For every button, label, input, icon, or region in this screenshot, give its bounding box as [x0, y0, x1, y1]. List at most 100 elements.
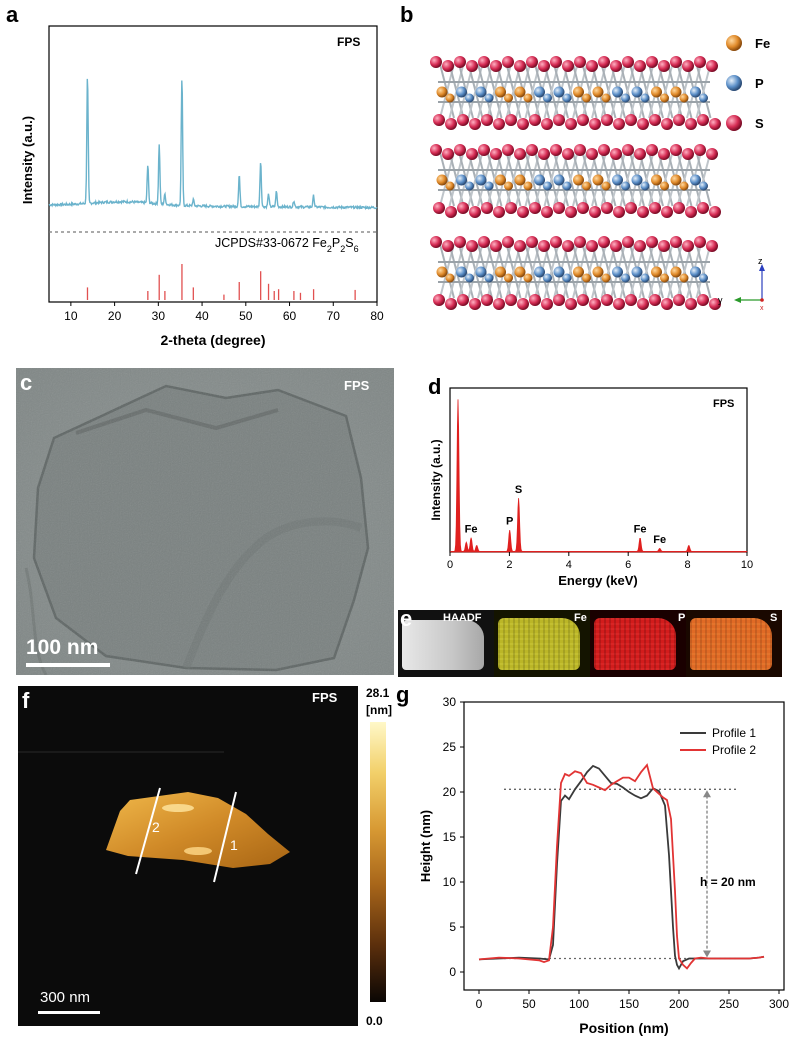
eds-x-tick-label: 6	[625, 559, 631, 571]
p-map-tile	[590, 610, 686, 677]
height-x-tick-label: 50	[522, 997, 536, 1011]
s-atom	[529, 114, 541, 126]
s-atom	[601, 114, 613, 126]
s-atom	[622, 144, 634, 156]
fe-map-tile	[494, 610, 590, 677]
xrd-reference-label: JCPDS#33-0672 Fe2P2S6	[215, 236, 359, 254]
height-frame	[463, 701, 785, 991]
eds-x-tick-label: 0	[447, 559, 453, 571]
legend-p-label: P	[755, 76, 764, 91]
height-x-tick-label: 0	[476, 997, 483, 1011]
s-atom	[442, 148, 454, 160]
height-y-axis-label: Height (nm)	[418, 810, 433, 882]
p-atom	[612, 86, 623, 98]
panel-letter-c: c	[20, 370, 33, 395]
height-y-tick-label: 10	[443, 875, 457, 889]
p-atom	[631, 174, 643, 186]
s-atom	[610, 60, 622, 72]
s-atom	[526, 236, 538, 248]
s-atom	[694, 236, 706, 248]
eds-frame	[449, 387, 748, 553]
element-legend: Fe P S	[726, 35, 770, 131]
eds-x-tick-label: 4	[566, 559, 572, 571]
s-atom	[586, 148, 598, 160]
afm-colorbar	[370, 722, 386, 1002]
s-atom	[682, 240, 694, 252]
eds-peak-label: Fe	[634, 523, 647, 535]
p-atom	[631, 266, 643, 278]
s-atom	[550, 144, 562, 156]
s-atom	[625, 202, 637, 214]
s-atom	[541, 118, 553, 130]
s-atom	[469, 118, 481, 130]
haadf-tile-label: HAADF	[443, 612, 482, 624]
afm-profile-line-2	[135, 787, 161, 875]
height-y-tick-label: 5	[449, 920, 456, 934]
fe-atom	[504, 93, 513, 103]
s-atom	[457, 294, 469, 306]
s-atom	[502, 236, 514, 248]
fe-atom	[660, 93, 669, 103]
s-atom	[466, 240, 478, 252]
fe-atom	[601, 93, 611, 103]
haadf-tile	[398, 610, 494, 677]
s-atom	[454, 56, 466, 68]
s-atom	[454, 236, 466, 248]
colorbar-max-label: 28.1	[366, 686, 390, 700]
p-atom	[631, 86, 643, 98]
s-atom	[565, 206, 577, 218]
fe-atom	[660, 181, 669, 191]
xrd-reference-lines	[86, 264, 356, 300]
height-x-tick-label: 100	[569, 997, 589, 1011]
xrd-x-axis-label: 2-theta (degree)	[160, 332, 265, 348]
s-atom	[622, 236, 634, 248]
s-atom	[574, 236, 586, 248]
p-atom	[640, 181, 650, 191]
p-atom	[456, 174, 467, 186]
fe-atom	[495, 86, 506, 98]
p-atom	[456, 266, 467, 278]
p-atom	[534, 174, 545, 186]
xrd-x-tick-label: 50	[239, 309, 253, 323]
s-atom	[454, 144, 466, 156]
p-atom	[475, 86, 487, 98]
s-atom	[673, 114, 685, 126]
eds-peak-label: S	[515, 484, 522, 496]
s-atom	[670, 236, 682, 248]
s-atom	[694, 144, 706, 156]
s-atom	[613, 298, 625, 310]
s-atom	[586, 60, 598, 72]
eds-chart: Fe P S Fe Fe 0 2 4 6 8 10 FPS Energy (keV) Intens…	[429, 387, 753, 588]
s-atom	[682, 60, 694, 72]
s-atom	[457, 114, 469, 126]
afm-image: 2 1	[18, 686, 358, 1026]
tem-scale-bar	[26, 663, 110, 667]
fe-atom	[514, 86, 526, 98]
s-atom	[598, 236, 610, 248]
panel-letter-d: d	[428, 374, 442, 399]
s-atom	[577, 114, 589, 126]
s-atom	[637, 118, 649, 130]
eds-peak-labels: Fe P S Fe Fe	[465, 484, 666, 546]
s-atom	[670, 56, 682, 68]
afm-flake	[106, 792, 290, 868]
height-x-axis-label: Position (nm)	[579, 1020, 668, 1036]
panel-letter-b: b	[400, 2, 414, 27]
tem-image	[16, 368, 394, 675]
panel-letter-f: f	[22, 688, 30, 713]
p-atom	[465, 93, 474, 103]
s-atom	[649, 294, 661, 306]
height-y-tick-label: 30	[443, 695, 457, 709]
xrd-chart: 10 20 30 40 50 60 70 80 FPS JCPDS#33-0672 Fe2P2…	[20, 25, 384, 348]
s-atom	[706, 60, 718, 72]
s-atom	[466, 60, 478, 72]
s-atom	[697, 202, 709, 214]
s-atom	[574, 144, 586, 156]
s-atom	[637, 206, 649, 218]
fe-atom	[670, 266, 682, 278]
fe-atom	[504, 273, 513, 283]
s-atom	[505, 114, 517, 126]
p-atom	[456, 86, 467, 98]
p-atom	[465, 273, 474, 283]
panel-letter-e: e	[400, 606, 413, 631]
